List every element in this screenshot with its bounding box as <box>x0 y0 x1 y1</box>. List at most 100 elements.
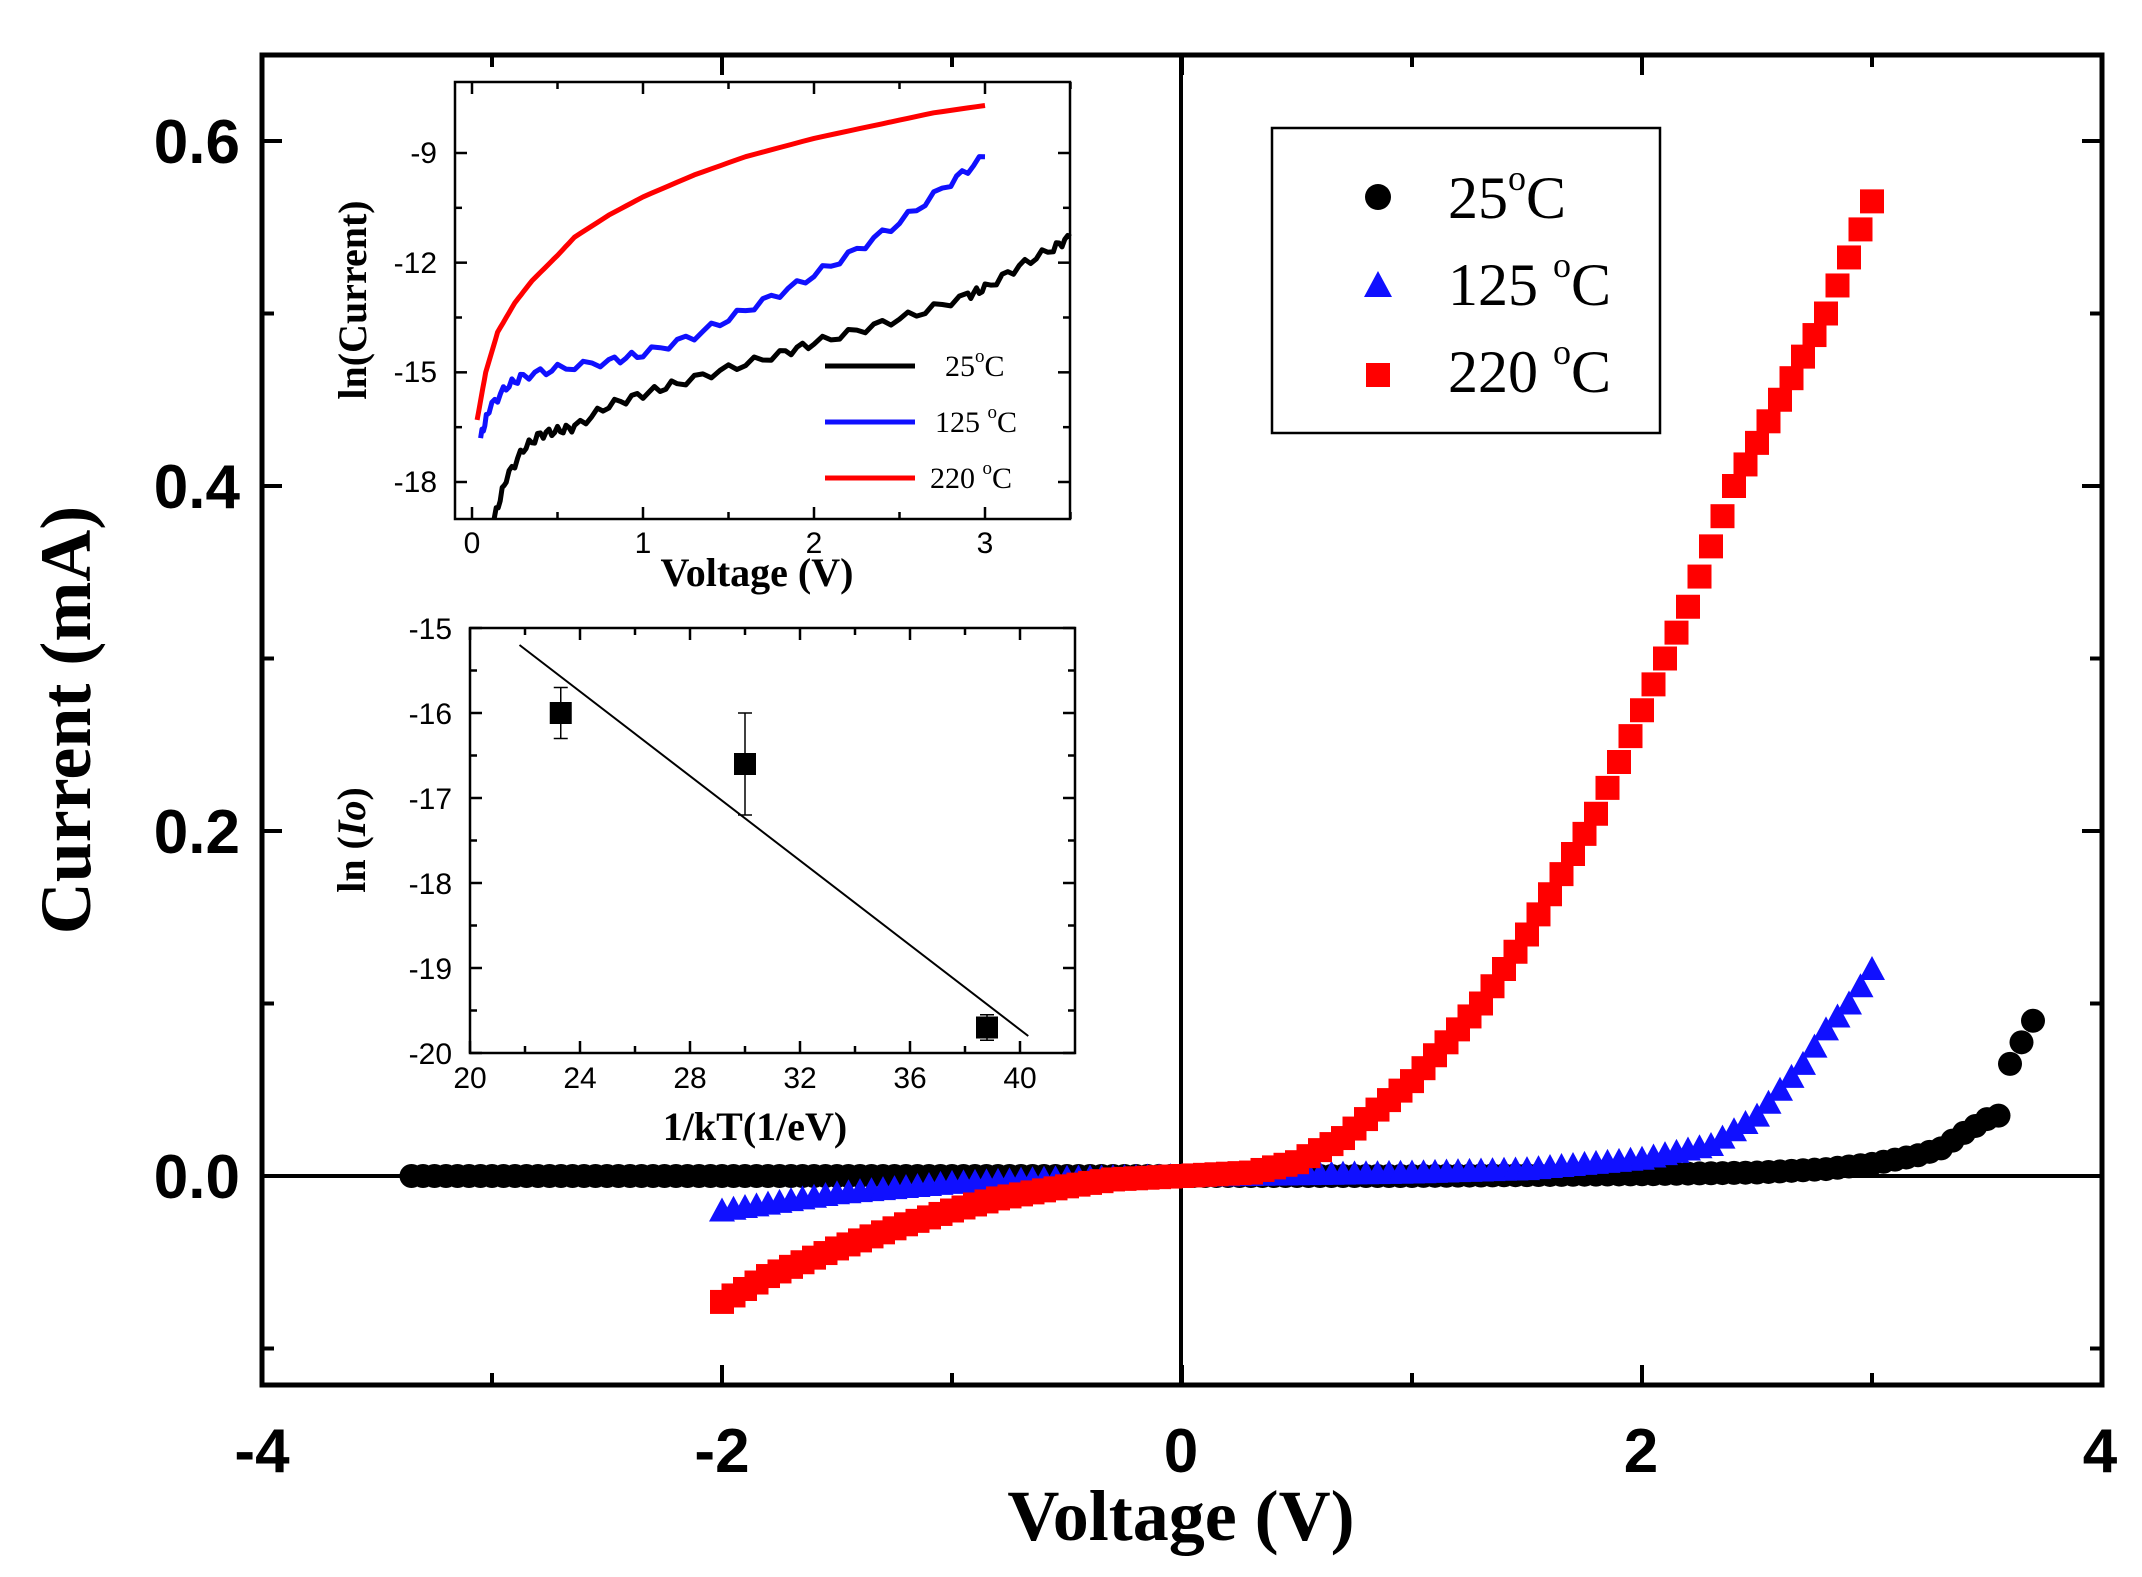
inset2-frame <box>468 626 1077 1055</box>
inset1-xtick-label: 2 <box>806 527 823 560</box>
data-point-220c <box>1825 273 1850 298</box>
inset-lnIo-chart: 20 24 28 32 36 40 -15 -16 -17 -18 -19 -2… <box>329 613 1077 1149</box>
data-point-220c <box>1584 801 1608 826</box>
inset2-data-point <box>734 753 756 775</box>
data-point-125c <box>1801 1033 1828 1058</box>
inset1-ytick-label: -9 <box>410 137 437 170</box>
inset1-curve-125c <box>478 154 986 439</box>
data-point-220c <box>1676 594 1700 619</box>
inset1-curve-220c <box>474 103 986 421</box>
data-point-220c <box>1641 672 1666 697</box>
data-point-25c <box>1998 1051 2022 1076</box>
inset2-xtick-label: 40 <box>1003 1062 1036 1095</box>
main-xtick-label: 2 <box>1624 1417 1658 1486</box>
data-point-125c <box>1813 1016 1839 1041</box>
main-x-axis-label: Voltage (V) <box>1007 1476 1354 1556</box>
inset2-ytick-label: -15 <box>409 613 452 646</box>
inset1-ytick-label: -18 <box>394 466 437 499</box>
main-ytick-label: 0.0 <box>154 1143 240 1212</box>
main-xtick-label: 0 <box>1164 1417 1198 1486</box>
data-point-125c <box>1824 1003 1851 1028</box>
legend-marker-circle <box>1365 184 1391 210</box>
inset1-xtick-label: 3 <box>977 527 994 560</box>
data-point-220c <box>1515 922 1539 947</box>
data-point-220c <box>1802 323 1827 348</box>
data-point-125c <box>1790 1050 1816 1075</box>
main-ytick-label: 0.2 <box>154 798 240 867</box>
data-point-125c <box>1732 1109 1759 1134</box>
inset2-ytick-label: -17 <box>409 783 452 816</box>
data-point-220c <box>1733 452 1758 477</box>
inset2-xtick-label: 24 <box>563 1062 596 1095</box>
inset1-curve-25c <box>491 233 1072 520</box>
inset2-fit-line <box>518 644 1029 1037</box>
data-point-220c <box>1699 534 1723 559</box>
inset1-legend-label-25c: 25oC <box>945 346 1005 383</box>
data-point-220c <box>1664 620 1689 645</box>
data-point-125c <box>1767 1076 1793 1101</box>
inset1-ytick-label: -12 <box>394 247 437 280</box>
data-point-220c <box>1572 821 1597 846</box>
inset2-data-point <box>549 702 572 724</box>
inset2-xtick-label: 32 <box>783 1062 816 1095</box>
inset2-xtick-label: 20 <box>453 1062 486 1095</box>
data-point-25c <box>1986 1103 2011 1128</box>
data-point-220c <box>1779 366 1804 391</box>
inset-lnI-chart: 0 1 2 3 -9 -12 -15 -18 Voltage (V) ln(Cu… <box>330 80 1072 595</box>
inset2-ytick-label: -20 <box>409 1038 452 1071</box>
inset2-xtick-label: 28 <box>673 1062 706 1095</box>
inset1-series <box>474 103 1072 520</box>
legend-label-25c: 25oC <box>1448 158 1566 231</box>
data-point-220c <box>1722 474 1746 498</box>
data-point-25c <box>2009 1030 2034 1055</box>
inset2-x-axis-label: 1/kT(1/eV) <box>663 1104 847 1149</box>
main-legend-box <box>1270 126 1662 435</box>
data-point-220c <box>1526 902 1551 927</box>
inset1-frame <box>453 80 1072 521</box>
inset1-ytick-label: -15 <box>394 356 437 389</box>
data-point-220c <box>1538 882 1562 907</box>
data-point-220c <box>1814 301 1838 326</box>
data-point-220c <box>1549 862 1574 887</box>
main-legend: 25oC 125 oC 220 oC <box>1270 126 1662 435</box>
data-point-220c <box>1837 245 1861 270</box>
inset2-data-point <box>976 1016 998 1039</box>
legend-label-125c: 125 oC <box>1448 245 1611 318</box>
main-ytick-label: 0.4 <box>154 453 241 522</box>
legend-marker-square <box>1366 363 1390 387</box>
legend-marker-triangle <box>1364 271 1392 297</box>
inset1-legend-label-125c: 125 oC <box>935 402 1017 439</box>
inset1-xtick-label: 1 <box>635 527 652 560</box>
data-point-220c <box>1745 430 1769 455</box>
data-point-220c <box>1607 750 1631 774</box>
data-point-220c <box>1710 504 1735 529</box>
data-point-220c <box>1848 217 1873 242</box>
data-point-220c <box>1860 189 1884 214</box>
data-point-25c <box>2021 1008 2045 1033</box>
data-point-220c <box>1768 387 1792 412</box>
data-point-220c <box>1630 698 1654 723</box>
data-point-125c <box>1755 1089 1782 1114</box>
main-chart: -4 -2 0 2 4 0.0 0.2 0.4 0.6 Voltage (V) … <box>26 52 2118 1556</box>
main-ytick-label: 0.6 <box>154 108 240 177</box>
data-point-125c <box>1778 1063 1805 1088</box>
data-point-220c <box>1687 564 1712 589</box>
legend-label-220c: 220 oC <box>1448 332 1611 405</box>
main-xtick-label: 4 <box>2083 1417 2118 1486</box>
main-series-220c <box>710 189 1884 1314</box>
inset2-marks <box>518 644 1029 1041</box>
data-point-220c <box>1791 344 1815 369</box>
inset1-xtick-label: 0 <box>464 527 481 560</box>
data-point-220c <box>1653 646 1677 671</box>
data-point-220c <box>1618 724 1643 749</box>
data-point-125c <box>1721 1117 1747 1142</box>
inset2-y-axis-label: ln (Io) <box>329 787 374 893</box>
data-point-125c <box>1698 1131 1724 1156</box>
data-point-220c <box>1756 409 1781 434</box>
inset1-y-axis-label: ln(Current) <box>330 200 375 399</box>
data-point-220c <box>1595 775 1620 800</box>
inset2-ytick-label: -16 <box>409 698 452 731</box>
main-xtick-label: -4 <box>234 1417 290 1486</box>
data-point-125c <box>1836 990 1862 1015</box>
